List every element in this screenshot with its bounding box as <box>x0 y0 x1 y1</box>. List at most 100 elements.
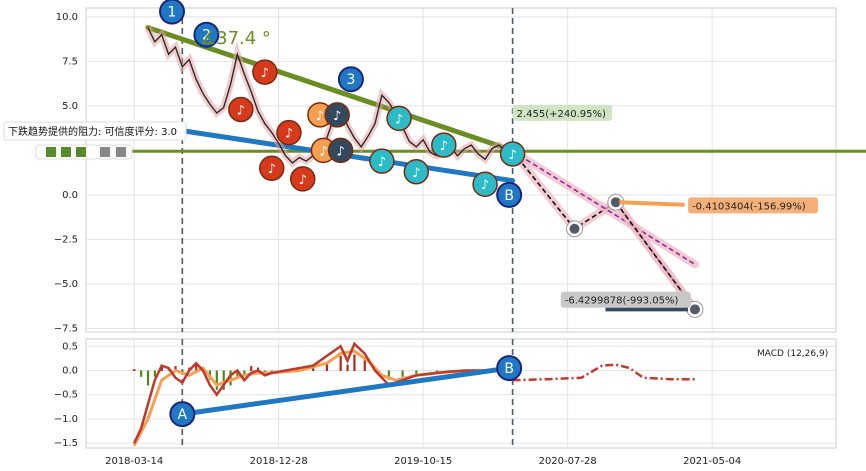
macd-point-label: B <box>504 361 514 377</box>
note-glyph: ♪ <box>336 144 344 159</box>
macd-trendline <box>179 365 512 417</box>
note-marker <box>386 105 412 132</box>
note-marker <box>252 59 278 85</box>
annotation-label: 2.455(+240.95%) <box>517 109 606 120</box>
wave-point-marker <box>159 0 186 25</box>
macd-histogram-bar <box>215 370 218 390</box>
note-glyph: ♪ <box>333 109 341 124</box>
note-glyph: ♪ <box>319 144 327 159</box>
macd-histogram-bar <box>346 364 349 371</box>
tooltip: 下跌趋势提供的阻力: 可信度评分: 3.0 <box>3 121 187 160</box>
macd-histogram-bar <box>325 361 329 371</box>
macd-histogram-bar <box>146 370 150 386</box>
macd-histogram-bar <box>195 364 198 371</box>
main-ytick-label: 10.0 <box>56 12 78 23</box>
main-ytick-label: 0.0 <box>62 190 78 201</box>
projection-point <box>689 304 700 315</box>
macd-histogram-bar <box>174 366 177 371</box>
note-marker <box>324 102 350 128</box>
macd-ytick-label: −0.5 <box>54 390 78 401</box>
annotation-arrow <box>619 200 685 207</box>
macd-histogram-bar <box>387 370 390 380</box>
wave-point-label: B <box>504 188 514 204</box>
note-marker <box>327 137 354 164</box>
macd-histogram-bar <box>363 360 366 371</box>
note-marker <box>259 155 285 181</box>
macd-ytick-label: −1.0 <box>54 414 78 425</box>
wave-point-marker <box>496 181 523 208</box>
macd-point-label: A <box>178 407 188 423</box>
note-marker <box>228 96 254 123</box>
macd-panel: AB <box>132 339 695 448</box>
note-marker <box>472 171 498 197</box>
tooltip-text: 下跌趋势提供的阻力: 可信度评分: 3.0 <box>8 125 177 138</box>
note-glyph: ♪ <box>412 166 420 181</box>
wave-point-label: 2 <box>202 28 211 44</box>
macd-title: MACD (12,26,9) <box>757 349 828 359</box>
macd-ytick-label: 0.0 <box>62 365 78 376</box>
macd-histogram-bar <box>133 369 136 371</box>
note-glyph: ♪ <box>316 109 324 124</box>
main-ytick-label: −2.5 <box>54 234 78 245</box>
macd-histogram-bar <box>250 366 253 371</box>
xtick-label: 2018-03-14 <box>105 456 163 467</box>
macd-histogram-bar <box>222 370 225 390</box>
macd-point-marker <box>496 355 523 382</box>
macd-line <box>133 341 486 444</box>
macd-histogram-bar <box>312 367 315 371</box>
note-glyph: ♪ <box>261 66 269 81</box>
main-panel-frame <box>85 7 837 333</box>
note-glyph: ♪ <box>395 112 403 127</box>
macd-histogram-bar <box>243 370 246 374</box>
macd-histogram-bar <box>153 370 157 377</box>
wave-point-marker <box>193 21 220 48</box>
macd-histogram-bar <box>229 370 232 386</box>
xtick-label: 2018-12-28 <box>250 456 308 467</box>
macd-histogram-bar <box>167 370 170 371</box>
note-glyph: ♪ <box>440 139 448 154</box>
main-ytick-label: −5.0 <box>54 279 78 290</box>
macd-projection-line <box>512 363 695 382</box>
note-marker <box>403 159 430 185</box>
macd-histogram-bar <box>415 370 418 374</box>
note-glyph: ♪ <box>378 155 386 170</box>
note-glyph: ♪ <box>285 127 293 142</box>
wave-point-label: 1 <box>168 5 177 21</box>
annotation-label: -0.4103404(-156.99%) <box>692 201 806 212</box>
macd-histogram-bar <box>236 370 239 377</box>
annotation-box <box>512 104 613 121</box>
projection-line <box>615 201 696 310</box>
note-marker <box>276 119 302 146</box>
note-marker <box>499 141 526 167</box>
macd-histogram-bar <box>140 370 143 377</box>
note-marker <box>369 148 395 174</box>
axis-labels: 10.07.55.02.50.0−2.5−5.0−7.50.50.0−0.5−1… <box>54 12 742 467</box>
xtick-label: 2020-07-28 <box>539 456 597 467</box>
xtick-label: 2019-10-15 <box>394 456 452 467</box>
xtick-label: 2021-05-04 <box>683 456 741 467</box>
main-panel: 2.455(+240.95%) -0.4103404(-156.99%) -6.42… <box>86 0 866 332</box>
annotation-label: -6.4299878(-993.05%) <box>565 296 679 307</box>
note-glyph: ♪ <box>237 103 245 118</box>
angle-label: ∡37.4 ° <box>200 28 271 49</box>
projection-point <box>610 197 621 208</box>
main-ytick-label: −7.5 <box>54 323 78 334</box>
note-marker <box>431 132 457 158</box>
macd-ytick-label: 0.5 <box>62 341 78 352</box>
projection-line <box>512 150 696 266</box>
projection-line <box>511 150 696 310</box>
projection-point <box>569 223 580 234</box>
note-glyph: ♪ <box>299 173 307 188</box>
annotation-box <box>688 197 819 214</box>
wave-point-marker <box>337 66 364 93</box>
wave-point-label: 3 <box>346 72 355 88</box>
macd-panel-frame <box>85 338 837 449</box>
macd-ytick-label: −1.5 <box>54 438 78 449</box>
note-glyph: ♪ <box>481 178 489 193</box>
annotation-box <box>560 291 691 308</box>
macd-histogram-bar <box>339 355 342 371</box>
note-glyph: ♪ <box>508 148 516 163</box>
main-ytick-label: 5.0 <box>62 101 78 112</box>
macd-histogram-bar <box>401 370 404 377</box>
